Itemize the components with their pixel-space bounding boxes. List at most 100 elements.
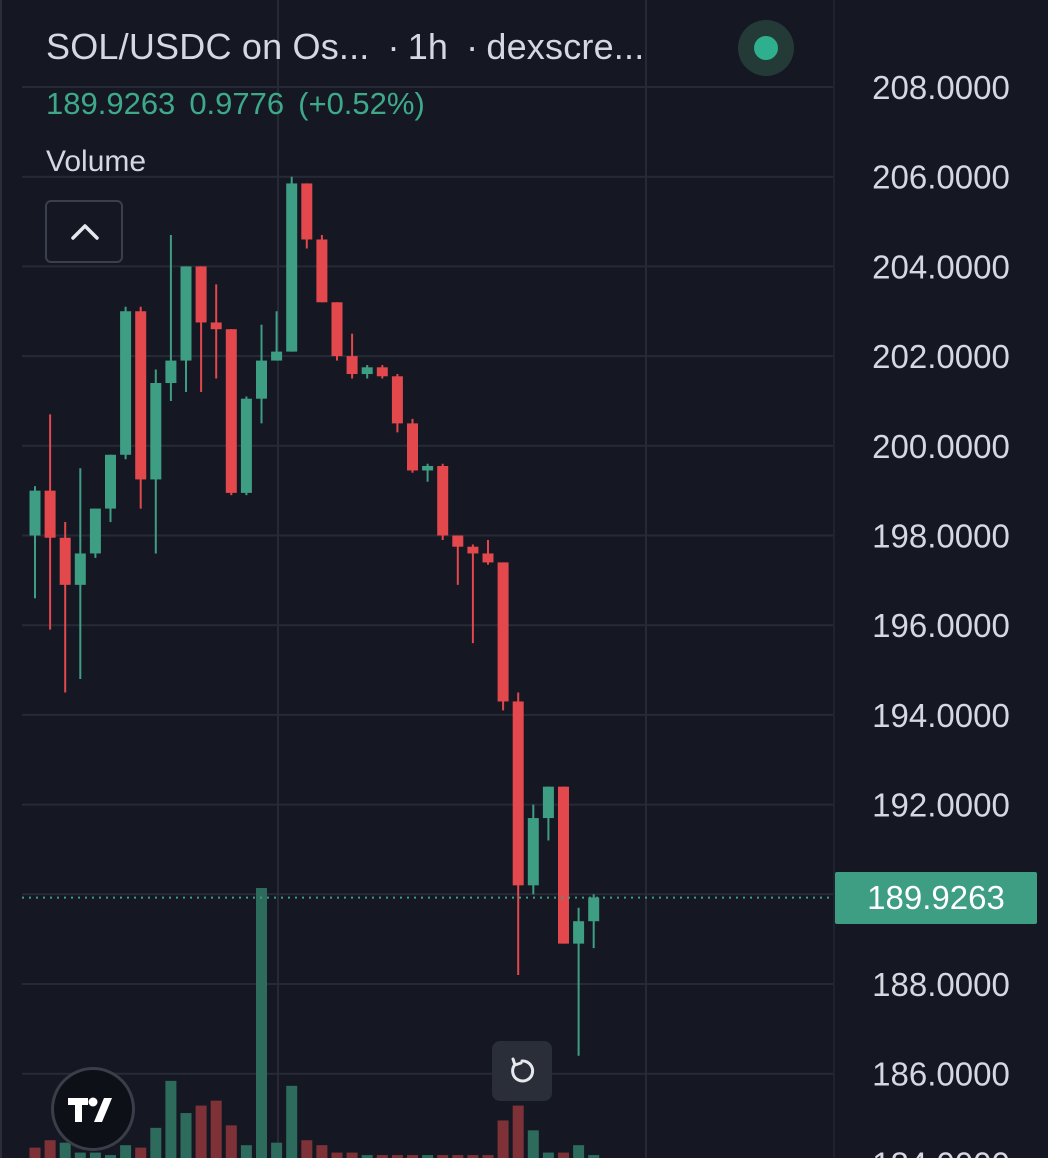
volume-bar	[135, 1147, 147, 1158]
candle-body	[588, 897, 600, 922]
pair-name: SOL/USDC on Os...	[46, 26, 370, 67]
volume-bar	[482, 1155, 494, 1158]
volume-bar	[271, 1142, 283, 1158]
title-separator: ·	[466, 26, 479, 67]
candle-body	[89, 508, 101, 554]
current-price: 189.9263	[46, 86, 176, 121]
candle-body	[361, 367, 373, 375]
price-axis-label: 198.0000	[872, 518, 1010, 555]
price-values: 189.9263 0.9776 (+0.52%)	[46, 86, 439, 122]
volume-bar	[527, 1130, 539, 1158]
price-axis-label: 208.0000	[872, 69, 1010, 106]
volume-bar	[180, 1113, 192, 1158]
chevron-up-icon	[71, 224, 99, 240]
grid-layer	[0, 0, 835, 1158]
candle-body	[331, 302, 343, 357]
volume-bar	[240, 1145, 252, 1158]
volume-bar	[210, 1100, 222, 1158]
interval-label[interactable]: 1h	[407, 26, 449, 67]
volume-bar	[437, 1155, 449, 1158]
volume-bar	[588, 1155, 600, 1158]
volume-bar	[467, 1155, 479, 1158]
volume-bar	[59, 1142, 71, 1158]
status-dot-icon	[738, 20, 794, 76]
price-axis-label: 194.0000	[872, 697, 1010, 734]
candle-body	[376, 367, 388, 377]
candle-body	[256, 360, 267, 399]
volume-bar	[316, 1145, 328, 1158]
candle-body	[225, 329, 237, 493]
candle-layer	[29, 176, 600, 1056]
reset-chart-button[interactable]	[492, 1041, 552, 1101]
price-axis-label: 202.0000	[872, 338, 1010, 375]
price-axis-label: 196.0000	[872, 607, 1010, 644]
price-axis-label: 192.0000	[872, 787, 1010, 824]
title-separator: ·	[387, 26, 400, 67]
candle-body	[482, 553, 494, 563]
tradingview-logo-icon	[68, 1097, 112, 1122]
volume-bar	[74, 1152, 86, 1158]
candle-body	[44, 490, 56, 538]
candle-body	[150, 383, 162, 480]
candle-body	[437, 465, 449, 536]
volume-indicator-label[interactable]: Volume	[46, 145, 147, 178]
last-price-label: 189.9263	[867, 879, 1005, 916]
candle-body	[573, 921, 585, 944]
tradingview-logo[interactable]	[51, 1067, 135, 1151]
candle-body	[29, 490, 41, 536]
candle-body	[542, 786, 554, 819]
volume-bar	[361, 1155, 373, 1158]
volume-bar	[346, 1152, 358, 1158]
volume-bar	[391, 1155, 403, 1158]
chart-title: SOL/USDC on Os... · 1h · dexscre...	[46, 26, 644, 68]
candle-body	[497, 562, 509, 702]
volume-bar	[331, 1152, 343, 1158]
candle-body	[240, 398, 252, 493]
volume-bar	[195, 1105, 207, 1158]
volume-bar	[286, 1085, 298, 1158]
candle-body	[286, 183, 298, 352]
candle-body	[210, 322, 222, 330]
volume-bar	[225, 1125, 237, 1158]
candle-body	[452, 535, 464, 547]
volume-bar	[89, 1152, 101, 1158]
candle-body	[301, 183, 313, 240]
price-axis-label: 204.0000	[872, 248, 1010, 285]
volume-bar	[407, 1155, 418, 1158]
collapse-button[interactable]	[45, 200, 123, 263]
price-axis-label-partial: 184.0000	[872, 1145, 1010, 1158]
price-change-percent: (+0.52%)	[298, 86, 425, 121]
candle-body	[180, 266, 192, 361]
candle-body	[105, 454, 116, 509]
volume-bar	[44, 1140, 56, 1158]
price-axis-label: 186.0000	[872, 1056, 1010, 1093]
volume-bar	[120, 1145, 132, 1158]
candle-body	[120, 311, 132, 455]
price-change: 0.9776	[189, 86, 285, 121]
candle-body	[512, 701, 524, 886]
price-axis-label: 200.0000	[872, 428, 1010, 465]
volume-bar	[422, 1155, 434, 1158]
candle-body	[316, 239, 328, 303]
price-axis[interactable]: 208.0000 206.0000 204.0000 202.0000 200.0000…	[872, 69, 1010, 1158]
candle-body	[271, 351, 283, 361]
candle-body	[165, 360, 177, 384]
volume-bar	[558, 1152, 569, 1158]
candle-body	[74, 553, 86, 585]
candle-body	[467, 546, 479, 554]
candle-body	[135, 311, 147, 480]
last-price-tag: 189.9263	[835, 872, 1037, 924]
candle-body	[422, 465, 434, 471]
reset-icon	[511, 1057, 535, 1083]
candle-body	[346, 356, 358, 375]
volume-bar	[497, 1120, 509, 1158]
candle-body	[527, 818, 539, 886]
volume-bar	[150, 1127, 162, 1158]
volume-bar	[542, 1152, 554, 1158]
volume-bar	[573, 1145, 585, 1158]
candle-body	[391, 376, 403, 424]
volume-bar	[376, 1155, 388, 1158]
volume-bar	[452, 1155, 464, 1158]
